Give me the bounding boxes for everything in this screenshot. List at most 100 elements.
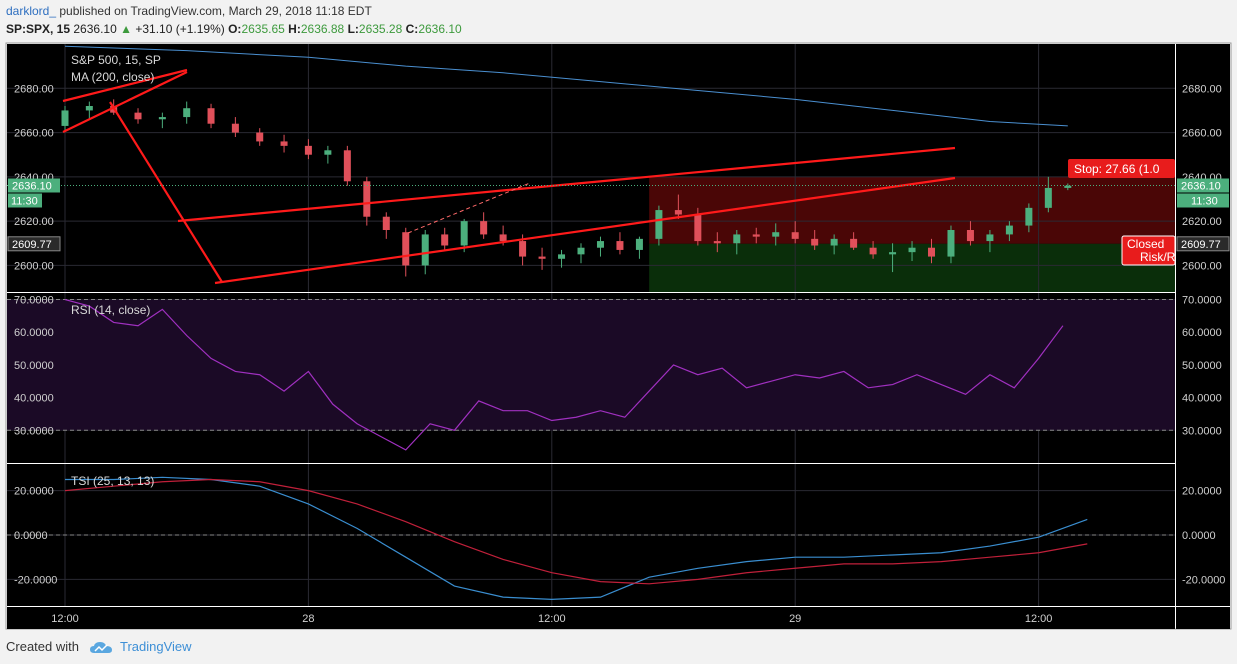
candle-body [207,108,215,124]
candle-body [538,256,546,259]
trendline-drop[interactable] [109,101,223,283]
symbol-info-line: SP:SPX, 15 2636.10 ▲ +31.10 (+1.19%) O:2… [6,21,462,38]
candle-body [558,254,566,259]
axis-corner [1176,607,1230,629]
axis-tick-label: 40.0000 [1182,393,1222,405]
channel-upper-line[interactable] [177,146,956,223]
axis-tick-label: 2620.00 [14,216,54,228]
rsi-legend: RSI (14, close) [71,303,150,317]
candle-body [363,181,371,217]
axis-tick-label: 2620.00 [1182,216,1222,228]
stop-badge-text: 2609.77 [1181,239,1221,251]
axis-tick-label: 2660.00 [14,128,54,140]
stop-price-badge-right: 2609.77 [1176,236,1230,252]
tradingview-link[interactable]: TradingView [120,639,192,654]
rsi-band [7,299,1175,536]
tsi-signal-line [64,478,1088,585]
open-label: O: [228,22,242,36]
candle-body [928,247,936,257]
time-badge-right: 11:30 [1177,193,1229,208]
candle-body [674,210,682,215]
candle-body [343,150,351,182]
candle-body [460,221,468,246]
author-link[interactable]: darklord_ [6,4,57,18]
candle-body [869,247,877,255]
time-tick-label: 29 [789,613,801,625]
axis-tick-label: 50.0000 [14,360,54,372]
closed-label[interactable]: Closed Risk/R [1121,235,1176,266]
candle-body [596,241,604,248]
closed-label-bg [1121,235,1176,266]
trendline-flag-lower[interactable] [62,71,188,133]
stop-badge-left-bg [7,236,61,252]
candle-body [616,241,624,250]
last-price-badge-left-text: 2636.10 [12,180,52,192]
position-dashed-line [407,182,531,234]
publish-header: darklord_ published on TradingView.com, … [6,3,372,20]
time-axis[interactable] [7,607,1175,629]
channel-lower-line[interactable] [214,176,956,285]
candle-body [158,117,166,120]
axis-tick-label: -20.0000 [14,574,57,586]
candle-body [791,232,799,239]
low-label: L: [347,22,359,36]
candle-body [1044,187,1052,208]
candle-body [256,132,264,142]
stop-label[interactable]: Stop: 27.66 (1.0 [1068,159,1175,178]
high-label: H: [288,22,301,36]
candle-body [752,234,760,237]
pane-title: S&P 500, 15, SP [71,53,161,67]
last-price-badge-text: 2636.10 [1181,180,1221,192]
candle-body [324,150,332,155]
axis-tick-label: 70.0000 [1182,295,1222,307]
axis-tick-label: 2600.00 [1182,260,1222,272]
last-price: 2636.10 [73,22,117,36]
axis-tick-label: 30.0000 [14,425,54,437]
tsi-axis-labels: -20.0000 -20.0000 0.0000 0.0000 20.0000 20.00… [14,486,1225,587]
candle-body [134,112,142,120]
candle-body [635,238,643,250]
time-badge-left: 11:30 [8,193,42,208]
price-change: +31.10 (+1.19%) [135,22,225,36]
trend-drawings[interactable] [62,68,956,285]
axis-tick-label: 20.0000 [14,486,54,498]
rsi-axis-labels: 30.0000 30.0000 40.0000 40.0000 50.0000 50.00… [14,295,1222,438]
candles [61,99,1072,277]
candle-body [655,210,663,239]
open-value: 2635.65 [241,22,285,36]
time-tick-label: 12:00 [538,613,566,625]
stop-label-bg [1068,159,1175,178]
trendline-top-flag[interactable] [62,68,188,103]
candle-body [889,252,897,255]
time-badge-left-bg [8,193,42,208]
last-price-badge-bg [1177,178,1229,193]
tradingview-cloud-icon [89,641,112,653]
axis-tick-label: 2600.00 [14,260,54,272]
axis-tick-label: 40.0000 [14,393,54,405]
footer: Created with TradingView [6,638,192,656]
time-tick-label: 12:00 [51,613,79,625]
candle-body [1064,185,1072,188]
candle-body [947,230,955,257]
symbol-label: SP:SPX, 15 [6,22,71,36]
closed-label-text: Closed [1127,237,1164,251]
published-text: published on TradingView.com, March 29, … [59,4,372,18]
low-value: 2635.28 [358,22,403,36]
last-price-badge-right: 2636.10 [1177,178,1229,193]
close-value: 2636.10 [418,22,462,36]
axis-tick-label: -20.0000 [1182,574,1225,586]
price-axis[interactable] [1176,44,1230,606]
tsi-legend: TSI (25, 13, 13) [71,474,154,488]
candle-body [499,234,507,242]
risk-reward-label-text: Risk/R [1140,250,1176,264]
time-badge-bg [1177,193,1229,208]
candle-body [733,234,741,244]
candle-body [519,241,527,257]
stop-label-text: Stop: 27.66 (1.0 [1074,162,1160,176]
last-price-badge-left: 2636.10 [8,178,60,193]
time-tick-label: 12:00 [1025,613,1053,625]
candle-body [231,123,239,133]
time-badge-left-text: 11:30 [11,195,38,207]
stop-badge-bg [1176,236,1230,252]
